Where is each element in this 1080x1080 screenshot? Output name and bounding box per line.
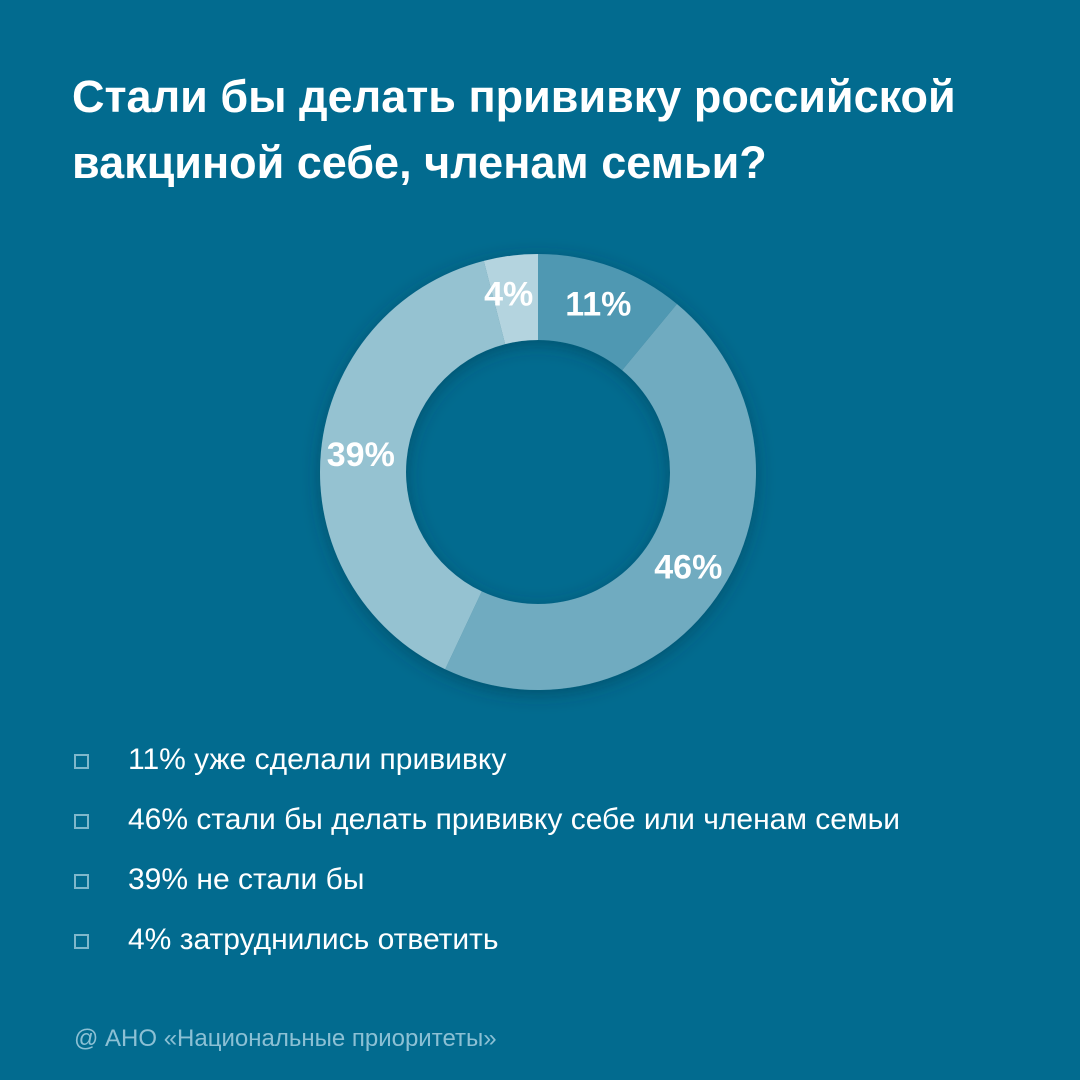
- legend-label: 39% не стали бы: [128, 863, 365, 896]
- legend-marker-square-icon: [74, 874, 89, 889]
- donut-slice-undecided: [483, 254, 538, 345]
- data-label-already-vaccinated: 11%: [565, 286, 631, 324]
- donut-slice-would-vaccinate: [445, 304, 757, 691]
- chart-title-line-1: Стали бы делать прививку российской: [72, 71, 956, 122]
- chart-title: Стали бы делать прививку российской вакц…: [72, 64, 1032, 196]
- chart-title-line-2: вакциной себе, членам семьи?: [72, 137, 767, 188]
- legend-marker-square-icon: [74, 814, 89, 829]
- data-label-would-not: 39%: [327, 436, 395, 474]
- chart-legend: 11% уже сделали прививку 46% стали бы де…: [74, 730, 1054, 970]
- legend-item-would-vaccinate: 46% стали бы делать прививку себе или чл…: [74, 790, 1054, 850]
- legend-item-already-vaccinated: 11% уже сделали прививку: [74, 730, 1054, 790]
- legend-item-undecided: 4% затруднились ответить: [74, 910, 1054, 970]
- legend-label: 11% уже сделали прививку: [128, 743, 507, 776]
- data-label-undecided: 4%: [484, 275, 533, 313]
- legend-marker-square-icon: [74, 754, 89, 769]
- legend-item-would-not: 39% не стали бы: [74, 850, 1054, 910]
- donut-slice-already-vaccinated: [538, 254, 677, 371]
- legend-marker-square-icon: [74, 934, 89, 949]
- data-label-would-vaccinate: 46%: [654, 548, 722, 586]
- source-credit: @ АНО «Национальные приоритеты»: [74, 1025, 497, 1052]
- legend-label: 4% затруднились ответить: [128, 923, 499, 956]
- legend-label: 46% стали бы делать прививку себе или чл…: [128, 803, 900, 836]
- donut-data-labels: 11% 46% 39% 4%: [327, 275, 723, 586]
- donut-slice-would-not: [319, 260, 506, 670]
- donut-slices: [319, 254, 757, 691]
